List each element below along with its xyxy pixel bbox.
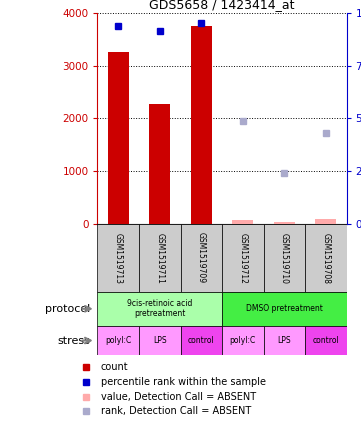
Text: LPS: LPS <box>153 336 166 345</box>
Bar <box>149 104 170 224</box>
Text: GSM1519710: GSM1519710 <box>280 233 289 283</box>
Text: GSM1519708: GSM1519708 <box>321 233 330 283</box>
Text: rank, Detection Call = ABSENT: rank, Detection Call = ABSENT <box>101 407 251 416</box>
Bar <box>97 292 222 326</box>
Title: GDS5658 / 1423414_at: GDS5658 / 1423414_at <box>149 0 295 11</box>
Bar <box>180 326 222 355</box>
Bar <box>180 224 222 292</box>
Text: GSM1519713: GSM1519713 <box>114 233 123 283</box>
Text: stress: stress <box>57 335 90 346</box>
Text: protocol: protocol <box>45 304 90 314</box>
Bar <box>108 52 129 224</box>
Bar <box>139 326 180 355</box>
Bar <box>264 326 305 355</box>
Text: polyI:C: polyI:C <box>105 336 131 345</box>
Bar <box>222 326 264 355</box>
Text: DMSO pretreatment: DMSO pretreatment <box>246 304 323 313</box>
Text: count: count <box>101 362 129 372</box>
Bar <box>232 220 253 224</box>
Bar <box>274 222 295 224</box>
Bar <box>222 292 347 326</box>
Text: percentile rank within the sample: percentile rank within the sample <box>101 377 266 387</box>
Bar <box>222 224 264 292</box>
Bar <box>305 326 347 355</box>
Text: LPS: LPS <box>278 336 291 345</box>
Bar <box>264 224 305 292</box>
Text: 9cis-retinoic acid
pretreatment: 9cis-retinoic acid pretreatment <box>127 299 192 319</box>
Bar <box>97 224 139 292</box>
Bar <box>305 224 347 292</box>
Bar <box>191 26 212 224</box>
Bar <box>97 326 139 355</box>
Text: GSM1519711: GSM1519711 <box>155 233 164 283</box>
Bar <box>316 220 336 224</box>
Bar <box>139 224 180 292</box>
Text: polyI:C: polyI:C <box>230 336 256 345</box>
Text: GSM1519712: GSM1519712 <box>238 233 247 283</box>
Text: value, Detection Call = ABSENT: value, Detection Call = ABSENT <box>101 392 256 401</box>
Text: GSM1519709: GSM1519709 <box>197 233 206 283</box>
Text: control: control <box>312 336 339 345</box>
Text: control: control <box>188 336 215 345</box>
